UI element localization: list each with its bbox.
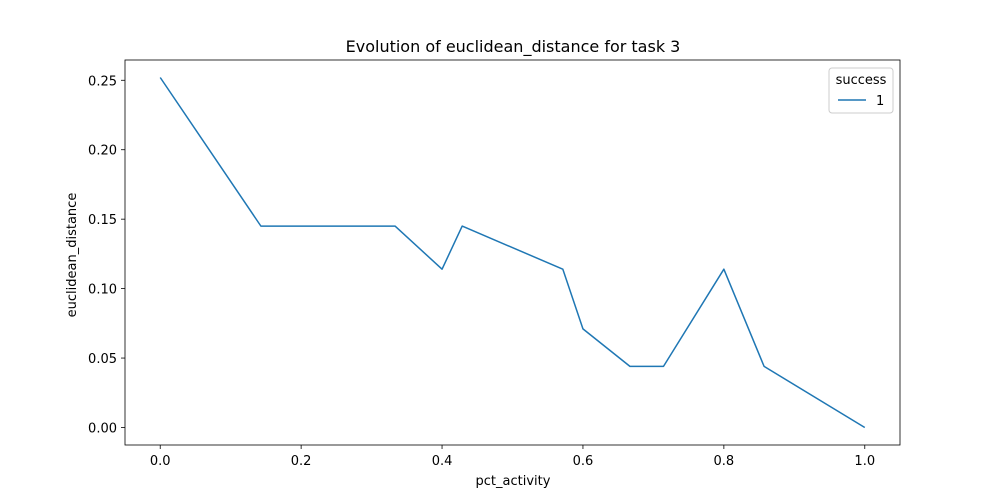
y-axis: 0.00 0.05 0.10 0.15 0.20 0.25 [88, 74, 125, 437]
x-tick-label: 0.8 [714, 454, 735, 469]
x-tick-label: 0.0 [150, 454, 171, 469]
x-tick-label: 0.2 [291, 454, 312, 469]
x-axis-label: pct_activity [476, 474, 551, 489]
legend-title: success [836, 73, 887, 88]
y-axis-label: euclidean_distance [65, 193, 80, 318]
legend-label: 1 [876, 94, 884, 109]
y-tick-label: 0.25 [88, 74, 117, 89]
y-tick-label: 0.05 [88, 352, 117, 367]
x-tick-label: 0.4 [432, 454, 453, 469]
chart-title: Evolution of euclidean_distance for task… [346, 37, 681, 57]
plot-frame [124, 59, 901, 446]
y-tick-label: 0.10 [88, 283, 117, 298]
y-tick-label: 0.20 [88, 144, 117, 159]
plot-area [124, 59, 901, 446]
y-tick-label: 0.00 [88, 422, 117, 437]
x-axis: 0.0 0.2 0.4 0.6 0.8 1.0 [150, 445, 875, 469]
y-tick-label: 0.15 [88, 213, 117, 228]
series-layer [159, 77, 866, 429]
series-line-1 [159, 77, 866, 429]
legend: success 1 [828, 67, 894, 114]
x-tick-label: 1.0 [854, 454, 875, 469]
x-tick-label: 0.6 [573, 454, 594, 469]
legend-box [828, 67, 894, 114]
